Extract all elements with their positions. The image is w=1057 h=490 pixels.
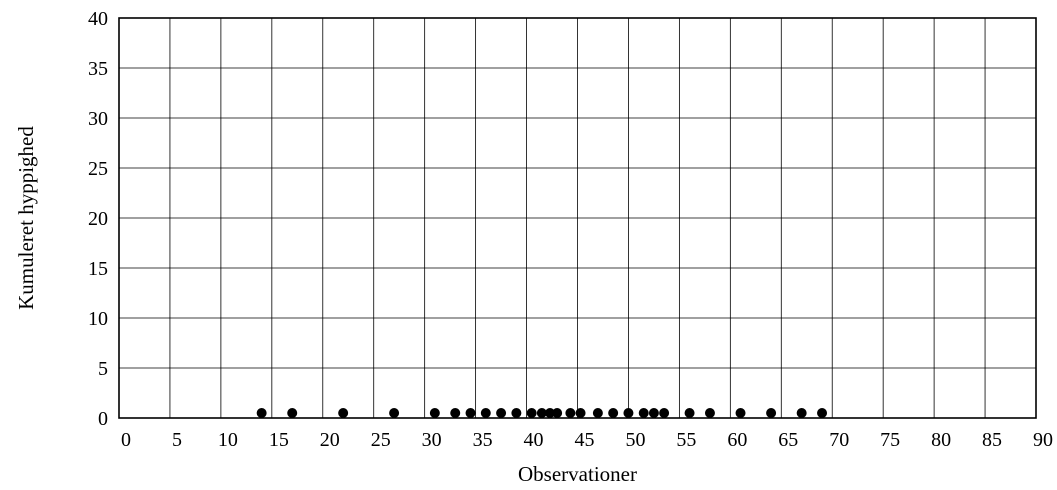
data-point (704, 408, 715, 418)
data-point (536, 408, 547, 418)
x-tick-label: 80 (931, 429, 951, 451)
data-point (338, 408, 349, 418)
y-axis-title: Kumuleret hyppighed (14, 126, 38, 310)
x-tick-label: 10 (218, 429, 238, 451)
x-tick-label: 60 (727, 429, 747, 451)
x-tick-label: 85 (982, 429, 1002, 451)
x-tick-label: 45 (575, 429, 595, 451)
y-tick-label: 20 (88, 208, 108, 230)
x-tick-label: 30 (422, 429, 442, 451)
data-point (287, 408, 298, 418)
y-tick-label: 25 (88, 158, 108, 180)
data-point (465, 408, 476, 418)
data-point (608, 408, 619, 418)
data-point (684, 408, 695, 418)
data-point (429, 408, 440, 418)
data-point (766, 408, 777, 418)
x-tick-label: 20 (320, 429, 340, 451)
x-tick-label: 5 (172, 429, 182, 451)
data-points (256, 408, 828, 418)
grid (118, 17, 1037, 419)
x-tick-label: 25 (371, 429, 391, 451)
x-tick-label: 90 (1033, 429, 1053, 451)
data-point (389, 408, 400, 418)
data-point (623, 408, 634, 418)
x-tick-label: 75 (880, 429, 900, 451)
data-point (511, 408, 522, 418)
data-point (638, 408, 649, 418)
data-point (575, 408, 586, 418)
data-point (526, 408, 537, 418)
data-point (817, 408, 828, 418)
data-point (496, 408, 507, 418)
x-tick-label: 55 (676, 429, 696, 451)
x-tick-label: 70 (829, 429, 849, 451)
data-point (450, 408, 461, 418)
data-point (648, 408, 659, 418)
y-tick-label: 35 (88, 58, 108, 80)
data-point (552, 408, 563, 418)
x-axis-title: Observationer (518, 462, 637, 486)
data-point (796, 408, 807, 418)
data-point (256, 408, 267, 418)
x-tick-labels: 0 5 10 15 20 25 30 35 40 45 50 55 60 65 70 75 80 85 90 (121, 429, 1053, 451)
data-point (735, 408, 746, 418)
x-tick-label: 15 (269, 429, 289, 451)
data-point (659, 408, 670, 418)
y-tick-label: 40 (88, 8, 108, 30)
x-tick-label: 0 (121, 429, 131, 451)
plot-frame (118, 17, 1037, 419)
x-tick-label: 35 (473, 429, 493, 451)
x-tick-label: 40 (524, 429, 544, 451)
y-tick-label: 0 (98, 408, 108, 430)
data-point (565, 408, 576, 418)
y-tick-labels: 0 5 10 15 20 25 30 35 40 (88, 8, 108, 430)
y-tick-label: 5 (98, 358, 108, 380)
y-tick-label: 10 (88, 308, 108, 330)
x-tick-label: 65 (778, 429, 798, 451)
data-point (592, 408, 603, 418)
data-point (480, 408, 491, 418)
y-tick-label: 15 (88, 258, 108, 280)
y-tick-label: 30 (88, 108, 108, 130)
data-point (544, 408, 555, 418)
x-tick-label: 50 (625, 429, 645, 451)
